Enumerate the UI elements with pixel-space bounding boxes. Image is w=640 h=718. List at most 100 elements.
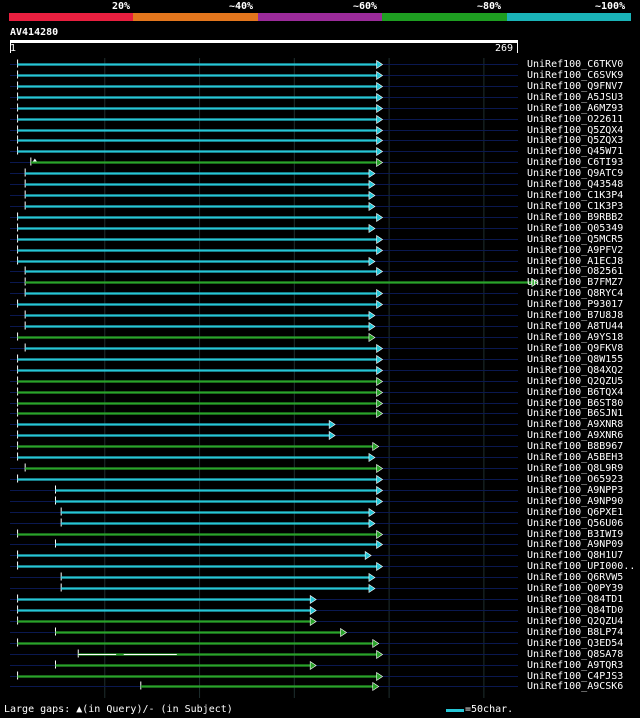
hit-name[interactable]: UniRef100_C1K3P4 [527, 189, 624, 201]
hit-arrow-icon [376, 539, 384, 550]
hit-name[interactable]: UniRef100_Q3ED54 [527, 637, 624, 649]
hit-arrow-icon [376, 266, 384, 277]
hit-arrow-icon [376, 299, 384, 310]
hit-arrow-icon [376, 463, 384, 474]
hit-arrow-icon [368, 452, 376, 463]
hit-name[interactable]: UniRef100_Q05349 [527, 222, 624, 234]
hit-name[interactable]: UniRef100_Q56U06 [527, 517, 624, 529]
hit-name[interactable]: UniRef100_UPI000.. [527, 560, 636, 572]
hit-name[interactable]: UniRef100_Q8SA78 [527, 648, 624, 660]
hit-name[interactable]: UniRef100_Q45W71 [527, 145, 624, 157]
hit-name[interactable]: UniRef100_Q8H1U7 [527, 549, 624, 561]
hit-name[interactable]: UniRef100_C1K3P3 [527, 200, 624, 212]
hit-arrow-icon [328, 419, 336, 430]
legend-swatch-40 [133, 13, 258, 21]
hit-name[interactable]: UniRef100_O82561 [527, 265, 624, 277]
hit-arrow-icon [376, 365, 384, 376]
hit-arrow-icon [376, 234, 384, 245]
hit-name[interactable]: UniRef100_B6ST80 [527, 397, 624, 409]
hit-arrow-icon [376, 408, 384, 419]
hit-name[interactable]: UniRef100_B8LP74 [527, 626, 624, 638]
legend-label-80: ~80% [477, 1, 502, 12]
hit-name[interactable]: UniRef100_A1ECJ8 [527, 255, 624, 267]
hit-name[interactable]: UniRef100_B9RBB2 [527, 211, 624, 223]
hit-name[interactable]: UniRef100_C6TKV0 [527, 58, 624, 70]
hit-name[interactable]: UniRef100_B3IWI9 [527, 528, 624, 540]
hit-name[interactable]: UniRef100_A9XNR8 [527, 418, 624, 430]
hit-name[interactable]: UniRef100_Q84XQ2 [527, 364, 624, 376]
hit-name[interactable]: UniRef100_Q84TD0 [527, 604, 624, 616]
hit-name[interactable]: UniRef100_Q0PY39 [527, 582, 624, 594]
query-gap-icon [32, 158, 37, 162]
ruler-start-tick [10, 43, 11, 53]
hit-name[interactable]: UniRef100_Q9FKV8 [527, 342, 624, 354]
hit-arrow-icon [376, 114, 384, 125]
hit-name[interactable]: UniRef100_A5JSU3 [527, 91, 624, 103]
gap-legend-text: Large gaps: ▲(in Query)/- (in Subject) [4, 704, 233, 715]
hit-name[interactable]: UniRef100_B7FMZ7 [527, 276, 624, 288]
hit-name[interactable]: UniRef100_Q5MCR5 [527, 233, 624, 245]
hit-name[interactable]: UniRef100_A9NP09 [527, 538, 624, 550]
hit-arrow-icon [309, 616, 317, 627]
legend-swatch-60 [257, 13, 383, 21]
hit-name[interactable]: UniRef100_O22611 [527, 113, 624, 125]
hit-arrow-icon [376, 387, 384, 398]
hit-name[interactable]: UniRef100_B6SJN1 [527, 407, 624, 419]
hit-name[interactable]: UniRef100_P93017 [527, 298, 624, 310]
hit-name[interactable]: UniRef100_A5BEH3 [527, 451, 624, 463]
hit-name[interactable]: UniRef100_C4PJS3 [527, 670, 624, 682]
hit-arrow-icon [376, 103, 384, 114]
legend-swatch-100 [506, 13, 632, 21]
legend-label-60: ~60% [353, 1, 378, 12]
hit-name[interactable]: UniRef100_A9PFV2 [527, 244, 624, 256]
hit-arrow-icon [368, 572, 376, 583]
hit-name[interactable]: UniRef100_Q84TD1 [527, 593, 624, 605]
hit-name[interactable]: UniRef100_A9TQR3 [527, 659, 624, 671]
hit-arrow-icon [372, 441, 380, 452]
hit-name[interactable]: UniRef100_Q8W155 [527, 353, 624, 365]
hit-arrow-icon [376, 376, 384, 387]
hit-arrow-icon [364, 550, 372, 561]
hit-arrow-icon [376, 561, 384, 572]
hit-name[interactable]: UniRef100_Q6RVW5 [527, 571, 624, 583]
hit-name[interactable]: UniRef100_Q5ZQX3 [527, 134, 624, 146]
hit-name[interactable]: UniRef100_A9NP90 [527, 495, 624, 507]
hit-name[interactable]: UniRef100_Q8RYC4 [527, 287, 624, 299]
hit-name[interactable]: UniRef100_A6MZ93 [527, 102, 624, 114]
hit-arrow-icon [368, 168, 376, 179]
hit-name[interactable]: UniRef100_Q2QZU5 [527, 375, 624, 387]
hit-arrow-icon [368, 179, 376, 190]
legend-swatch-20 [9, 13, 134, 21]
hit-name[interactable]: UniRef100_Q2QZU4 [527, 615, 624, 627]
hit-name[interactable]: UniRef100_C6TI93 [527, 156, 624, 168]
hit-name[interactable]: UniRef100_Q5ZQX4 [527, 124, 624, 136]
hit-name[interactable]: UniRef100_B7U8J8 [527, 309, 624, 321]
hit-arrow-icon [376, 398, 384, 409]
hit-arrow-icon [368, 201, 376, 212]
hit-arrow-icon [368, 518, 376, 529]
hit-name[interactable]: UniRef100_Q9FNV7 [527, 80, 624, 92]
legend-label-100: ~100% [595, 1, 626, 12]
hit-name[interactable]: UniRef100_A9CSK6 [527, 680, 624, 692]
hit-name[interactable]: UniRef100_O65923 [527, 473, 624, 485]
hit-arrow-icon [376, 59, 384, 70]
hit-arrow-icon [376, 354, 384, 365]
hit-name[interactable]: UniRef100_A9YS18 [527, 331, 624, 343]
hit-name[interactable]: UniRef100_B8B967 [527, 440, 624, 452]
hit-name[interactable]: UniRef100_A9NPP3 [527, 484, 624, 496]
hit-arrow-icon [376, 70, 384, 81]
hit-arrow-icon [309, 660, 317, 671]
query-id: AV414280 [10, 27, 59, 38]
hit-name[interactable]: UniRef100_C6SVK9 [527, 69, 624, 81]
legend-swatch-80 [382, 13, 507, 21]
hit-arrow-icon [531, 277, 539, 288]
hit-name[interactable]: UniRef100_Q6PXE1 [527, 506, 624, 518]
hit-name[interactable]: UniRef100_Q8L9R9 [527, 462, 624, 474]
hit-name[interactable]: UniRef100_B6TQX4 [527, 386, 624, 398]
hit-arrow-icon [376, 81, 384, 92]
hit-arrow-icon [328, 430, 336, 441]
hit-name[interactable]: UniRef100_Q43548 [527, 178, 624, 190]
hit-name[interactable]: UniRef100_A8TU44 [527, 320, 624, 332]
hit-name[interactable]: UniRef100_Q9ATC9 [527, 167, 624, 179]
hit-name[interactable]: UniRef100_A9XNR6 [527, 429, 624, 441]
